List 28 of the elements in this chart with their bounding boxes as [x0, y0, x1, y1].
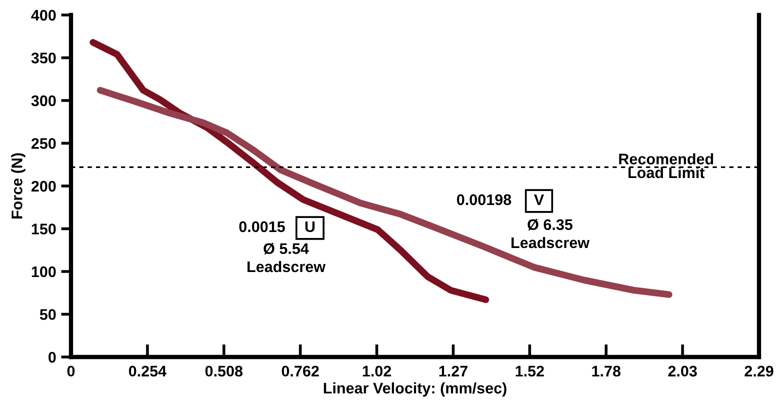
y-tick-label: 300: [31, 95, 56, 106]
x-tick-label: 0.254: [128, 366, 166, 377]
annotation: U: [305, 221, 315, 232]
annotation: 0.00198: [456, 194, 512, 206]
y-tick-label: 350: [31, 52, 56, 64]
x-tick-label: 0: [67, 366, 75, 377]
y-tick-label: 250: [31, 138, 56, 149]
y-tick-label: 0: [48, 352, 56, 363]
x-tick-label: 0.762: [282, 366, 319, 377]
x-tick-label: 1.02: [362, 366, 392, 377]
y-tick-label: 400: [31, 10, 56, 21]
y-axis-title: Force (N): [11, 153, 26, 219]
y-tick-label: 150: [32, 224, 56, 234]
annotation: Ø 5.54 Leadscrew: [248, 242, 326, 272]
x-tick-label: 2.29: [744, 366, 774, 377]
annotation: Ø 6.35 Leadscrew: [512, 218, 590, 248]
x-axis-title: Linear Velocity: (mm/sec): [324, 382, 506, 397]
y-tick-label: 100: [32, 266, 56, 278]
annotation: 0.0015: [239, 221, 285, 232]
annotation: V: [534, 194, 544, 205]
y-tick-label: 200: [31, 180, 56, 192]
x-tick-label: 2.03: [668, 366, 697, 377]
x-tick-label: 0.508: [205, 366, 243, 377]
x-tick-label: 1.52: [516, 366, 544, 377]
ref-line-label: Recomended Load Limit: [619, 153, 714, 178]
y-tick-label: 50: [40, 309, 56, 320]
x-tick-label: 1.78: [592, 366, 621, 377]
x-tick-label: 1.27: [439, 366, 468, 376]
